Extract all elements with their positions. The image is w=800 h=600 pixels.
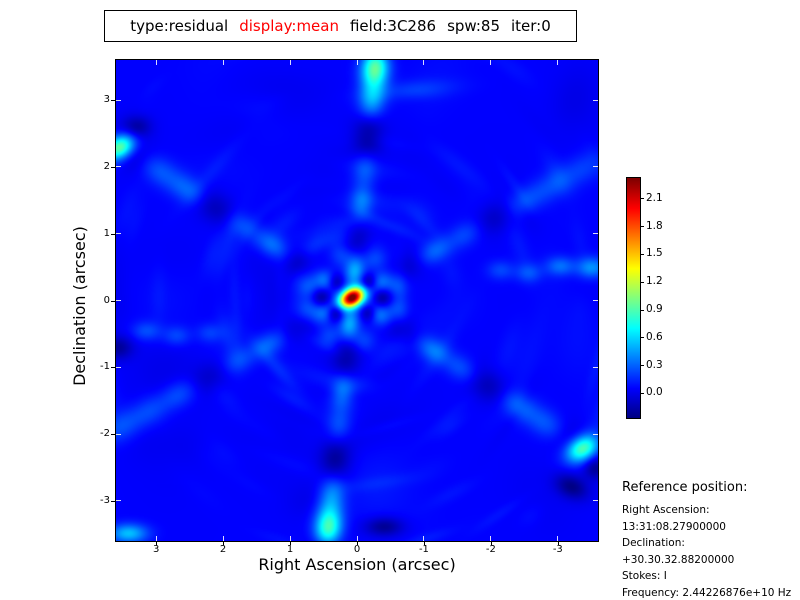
y-tick-mark-inner <box>116 166 121 168</box>
colorbar-tick-mark <box>640 198 644 200</box>
x-tick-mark-inner <box>356 536 358 541</box>
x-tick-mark <box>290 542 292 545</box>
y-tick-mark <box>111 434 115 436</box>
x-tick-mark-inner <box>289 60 291 65</box>
title-segment-field: field:3C286 <box>349 17 437 35</box>
y-tick-mark-inner <box>593 233 598 235</box>
x-tick-mark-inner <box>557 60 559 65</box>
x-tick-mark-inner <box>222 536 224 541</box>
y-tick-mark-inner <box>116 233 121 235</box>
y-tick-label: -3 <box>100 494 110 506</box>
y-tick-mark-inner <box>116 433 121 435</box>
y-tick-label: 2 <box>103 160 110 172</box>
title-segment-iter: iter:0 <box>511 17 551 35</box>
colorbar-tick-mark <box>640 337 644 339</box>
y-tick-mark-inner <box>116 300 121 301</box>
title-segment-display: display:mean <box>239 17 339 35</box>
x-tick-label: 2 <box>219 544 227 555</box>
colorbar-tick-mark <box>640 309 644 311</box>
colorbar-tick-mark <box>640 253 644 255</box>
reference-position-title: Reference position: <box>622 480 748 495</box>
colorbar-tick-label: 1.5 <box>646 247 663 260</box>
reference-position-block: Reference position: Right Ascension: 13:… <box>622 480 800 600</box>
x-tick-mark <box>357 542 358 545</box>
y-tick-mark-inner <box>593 500 598 502</box>
x-tick-mark-inner <box>490 60 492 65</box>
colorbar-tick-mark <box>640 281 644 283</box>
y-tick-label: 3 <box>103 94 110 106</box>
x-tick-mark-inner <box>423 60 425 65</box>
x-tick-mark <box>423 542 425 545</box>
title-segment-spw: spw:85 <box>447 17 500 35</box>
y-tick-mark-inner <box>116 99 121 101</box>
y-tick-label: -1 <box>100 361 110 373</box>
colorbar-frame <box>626 177 641 419</box>
y-tick-mark <box>111 300 115 302</box>
x-tick-mark-inner <box>222 60 224 65</box>
x-tick-mark-inner <box>557 536 559 541</box>
y-tick-mark <box>111 500 115 502</box>
y-tick-mark-inner <box>593 99 598 101</box>
colorbar-tick-label: 2.1 <box>646 191 663 204</box>
y-tick-mark-inner <box>593 366 598 368</box>
colorbar-tick-label: 0.6 <box>646 330 663 343</box>
y-tick-label: -2 <box>100 428 110 440</box>
x-tick-label: -2 <box>485 544 496 555</box>
x-tick-mark-inner <box>423 536 425 541</box>
y-tick-mark-inner <box>593 166 598 168</box>
y-tick-mark <box>111 367 115 369</box>
title-segment-type: type:residual <box>130 17 229 35</box>
x-tick-mark-inner <box>155 536 157 541</box>
y-tick-mark-inner <box>116 500 121 502</box>
x-tick-mark <box>156 542 158 545</box>
reference-dec-line: Declination: +30.30.32.88200000 <box>622 537 735 566</box>
x-tick-mark-inner <box>155 60 157 65</box>
plot-area <box>116 60 598 541</box>
y-tick-label: 0 <box>103 294 110 306</box>
colorbar-tick-label: 0.0 <box>646 386 663 399</box>
colorbar-tick-label: 0.3 <box>646 358 663 371</box>
x-tick-label: -1 <box>418 544 429 555</box>
colorbar-tick-mark <box>640 392 644 394</box>
reference-frequency-line: Frequency: 2.44226876e+10 Hz <box>622 586 792 599</box>
x-tick-label: 0 <box>353 544 361 555</box>
y-tick-mark <box>111 166 115 168</box>
colorbar-tick-mark <box>640 226 644 228</box>
plot-frame <box>115 59 599 542</box>
y-tick-mark <box>111 233 115 235</box>
y-tick-mark-inner <box>116 366 121 368</box>
y-tick-label: 1 <box>103 227 110 239</box>
x-axis-label: Right Ascension (arcsec) <box>258 555 456 574</box>
x-tick-label: -3 <box>552 544 563 555</box>
x-tick-mark <box>557 542 559 545</box>
x-tick-mark-inner <box>490 536 492 541</box>
x-tick-label: 3 <box>152 544 160 555</box>
colorbar-tick-label: 1.8 <box>646 219 663 232</box>
residual-image-canvas <box>116 60 598 541</box>
y-tick-mark <box>111 100 115 102</box>
y-tick-mark-inner <box>593 433 598 435</box>
x-tick-label: 1 <box>286 544 294 555</box>
y-tick-mark-inner <box>593 300 598 301</box>
reference-ra-line: Right Ascension: 13:31:08.27900000 <box>622 504 726 533</box>
colorbar-tick-label: 0.9 <box>646 303 663 316</box>
colorbar-tick-mark <box>640 365 644 367</box>
x-tick-mark <box>223 542 225 545</box>
x-tick-mark <box>490 542 492 545</box>
x-tick-mark-inner <box>289 536 291 541</box>
x-tick-mark-inner <box>356 60 358 65</box>
title-box: type:residual display:mean field:3C286 s… <box>104 10 577 42</box>
colorbar-tick-label: 1.2 <box>646 275 663 288</box>
colorbar-canvas <box>627 178 640 418</box>
reference-stokes-line: Stokes: I <box>622 570 667 582</box>
